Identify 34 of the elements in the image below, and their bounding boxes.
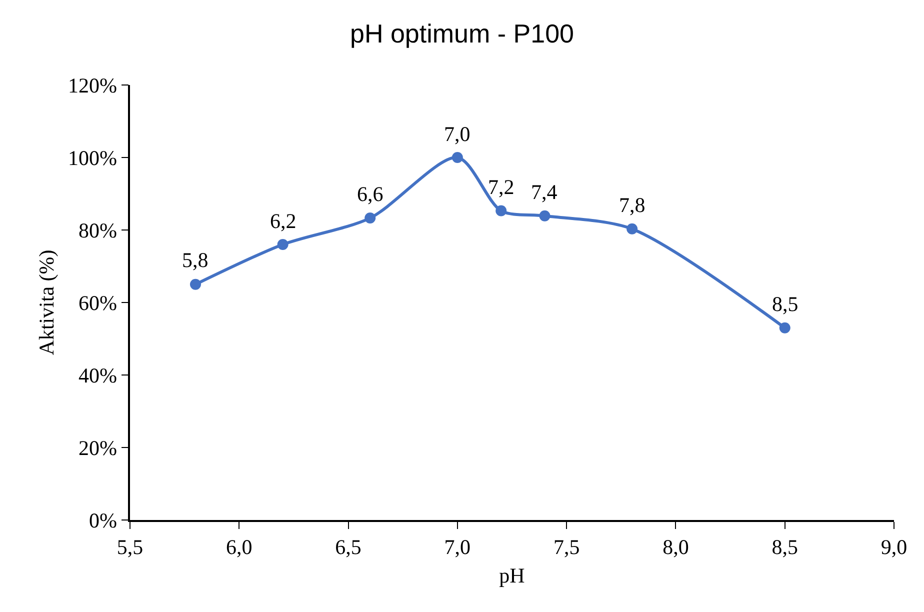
y-tick-label: 120%: [68, 73, 118, 98]
x-tick-label: 7,5: [553, 534, 580, 559]
x-tick-label: 8,0: [662, 534, 689, 559]
x-tick-label: 5,5: [116, 534, 144, 559]
y-tick-label: 0%: [89, 508, 118, 532]
x-tick-label: 9,0: [880, 534, 908, 559]
annotation: 6,6: [357, 182, 384, 206]
point: [626, 223, 638, 234]
point: [539, 210, 550, 222]
point: [277, 239, 288, 250]
annotation: 7,4: [531, 180, 558, 204]
y-tick-label: 20%: [78, 436, 118, 460]
point: [364, 212, 376, 224]
y-axis-title: Aktivita (%): [34, 250, 59, 356]
y-tick-label: 100%: [68, 146, 118, 170]
x-tick-label: 6,5: [335, 534, 362, 559]
point: [190, 278, 201, 290]
y-tick-label: 80%: [78, 218, 118, 242]
annotation: 7,0: [444, 122, 470, 146]
annotation: 5,8: [182, 248, 208, 272]
annotation: 6,2: [270, 209, 296, 233]
annotation: 8,5: [772, 292, 798, 316]
y-tick-label: 60%: [78, 290, 118, 315]
x-tick-label: 7,0: [444, 534, 471, 559]
point: [779, 322, 790, 334]
x-axis-title: pH: [499, 564, 525, 588]
chart-title: pH optimum - P100: [350, 18, 574, 49]
x-tick-label: 8,5: [772, 534, 798, 559]
x-tick-label: 6,0: [226, 534, 252, 559]
annotation: 7,2: [488, 175, 514, 199]
point: [452, 152, 463, 163]
y-tick-label: 40%: [78, 363, 118, 388]
point: [496, 205, 507, 216]
annotation: 7,8: [619, 193, 646, 217]
